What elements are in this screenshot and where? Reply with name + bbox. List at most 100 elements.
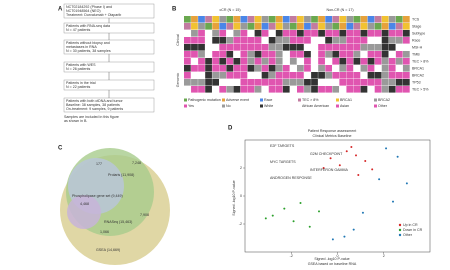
cell [381, 44, 389, 51]
cell [353, 65, 361, 72]
cell [381, 23, 389, 30]
cell [304, 72, 311, 79]
gene-set-label: INTERFERON GAMMA [310, 168, 349, 172]
cell [374, 30, 382, 37]
cell [275, 58, 283, 65]
cell [198, 58, 205, 65]
cell [297, 23, 304, 30]
cell [402, 30, 410, 37]
cell [346, 51, 354, 58]
y-axis-label: Signed -log10 P-value [232, 180, 236, 215]
point [361, 211, 364, 214]
panel-label: C [58, 146, 63, 152]
cell [395, 16, 403, 23]
y-tick-label: -2 [239, 222, 242, 226]
text: N = 30 patients, 38 samples [66, 49, 111, 53]
cell [212, 58, 220, 65]
cell [212, 72, 220, 79]
cell [374, 86, 382, 93]
gene-set-label: ANDROGEN RESPONSE [270, 176, 312, 180]
cell [332, 30, 340, 37]
cell [268, 37, 276, 44]
cell [374, 23, 382, 30]
cell [191, 86, 198, 93]
cell [191, 51, 198, 58]
cell [353, 86, 361, 93]
text: NCT01948564 (NEO) [66, 9, 101, 13]
set-label: Phospholipase gene set (9,449) [72, 194, 123, 198]
count: 4,468 [80, 202, 89, 206]
cell [233, 86, 241, 93]
cell [346, 79, 354, 86]
cell [268, 65, 276, 72]
cell [219, 16, 227, 23]
legend-label: Up in CR [403, 223, 418, 227]
legend-swatch [336, 104, 339, 108]
cell [268, 72, 276, 79]
cell [198, 30, 205, 37]
cell [388, 72, 396, 79]
cell [191, 16, 198, 23]
cell [304, 44, 311, 51]
cell [275, 65, 283, 72]
cell [240, 44, 248, 51]
text: Treatment: Durvalumab + Olaparib [66, 13, 121, 17]
cell [289, 72, 297, 79]
cell [297, 72, 304, 79]
cell [325, 58, 333, 65]
legend-swatch [374, 104, 377, 108]
cell [388, 51, 396, 58]
cell [332, 79, 340, 86]
cell [275, 44, 283, 51]
cell [360, 65, 368, 72]
cell [233, 44, 241, 51]
cell [205, 23, 212, 30]
cell [254, 58, 262, 65]
cell [311, 79, 318, 86]
cell [297, 58, 304, 65]
row-label: BRCA2 [412, 73, 424, 77]
cell [374, 65, 382, 72]
cell [381, 86, 389, 93]
cell [205, 72, 212, 79]
venn [60, 148, 170, 265]
cell [304, 65, 311, 72]
cell [275, 86, 283, 93]
text: N = 22 patients [66, 85, 90, 89]
y-tick-label: 0 [240, 194, 242, 198]
cell [304, 58, 311, 65]
side-label: Clinical [176, 34, 180, 46]
cell [247, 23, 255, 30]
text: N = 47 patients [66, 28, 90, 32]
cell [191, 44, 198, 51]
cell [311, 16, 318, 23]
cell [191, 79, 198, 86]
cell [212, 30, 220, 37]
cell [353, 51, 361, 58]
point [350, 146, 353, 148]
cell [282, 65, 290, 72]
cell [311, 86, 318, 93]
cell [282, 16, 290, 23]
cell [289, 79, 297, 86]
cell [212, 86, 220, 93]
legend-label: Pathogenic mutation [188, 98, 221, 102]
cell [205, 58, 212, 65]
cell [332, 23, 340, 30]
legend-label: White [264, 104, 273, 108]
legend-label: Race [264, 98, 272, 102]
cell [275, 30, 283, 37]
cell [395, 51, 403, 58]
cell [339, 51, 347, 58]
cell [353, 79, 361, 86]
cell [325, 30, 333, 37]
cell [367, 58, 375, 65]
count: 7,248 [132, 161, 141, 165]
cell [402, 72, 410, 79]
cell [374, 72, 382, 79]
cell [395, 86, 403, 93]
cell [339, 44, 347, 51]
text: Patients without biopsy and [66, 41, 110, 45]
cell [360, 44, 368, 51]
cell [297, 51, 304, 58]
